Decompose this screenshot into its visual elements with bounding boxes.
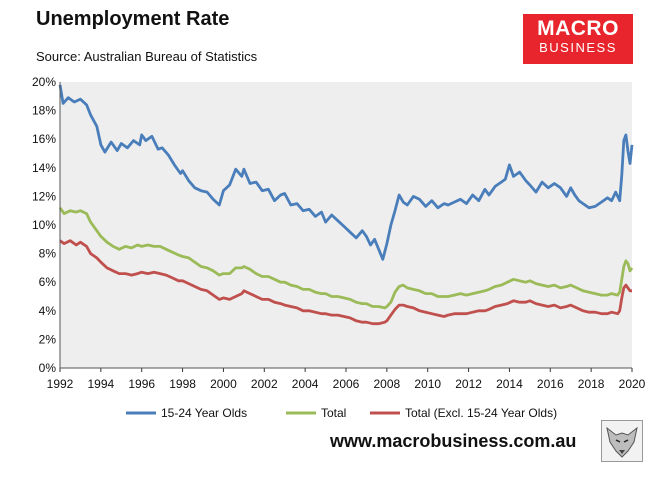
y-tick-label: 20% [32, 75, 56, 89]
y-tick-label: 18% [32, 104, 56, 118]
y-tick-label: 0% [39, 361, 57, 375]
y-tick-label: 12% [32, 189, 56, 203]
legend-item: 15-24 Year Olds [126, 406, 247, 420]
macrobusiness-logo: MACRO BUSINESS [523, 14, 633, 64]
x-tick-label: 2020 [619, 377, 646, 391]
legend-item: Total [286, 406, 346, 420]
x-tick-label: 2000 [210, 377, 237, 391]
logo-line1: MACRO [537, 17, 619, 40]
y-tick-label: 16% [32, 132, 56, 146]
y-tick-label: 2% [39, 332, 57, 346]
x-tick-label: 1996 [128, 377, 155, 391]
x-tick-label: 2016 [537, 377, 564, 391]
website-url: www.macrobusiness.com.au [330, 431, 577, 451]
y-tick-label: 14% [32, 161, 56, 175]
x-tick-label: 2008 [374, 377, 401, 391]
x-tick-label: 2006 [333, 377, 360, 391]
chart-title: Unemployment Rate [36, 8, 230, 30]
legend-label: Total (Excl. 15-24 Year Olds) [405, 406, 557, 420]
x-tick-label: 1998 [169, 377, 196, 391]
x-tick-label: 2010 [414, 377, 441, 391]
x-tick-label: 2014 [496, 377, 523, 391]
logo-line2: BUSINESS [539, 40, 617, 55]
x-tick-label: 2012 [455, 377, 482, 391]
legend-item: Total (Excl. 15-24 Year Olds) [370, 406, 557, 420]
x-tick-label: 1992 [47, 377, 74, 391]
series-line-3 [59, 239, 632, 326]
y-tick-label: 10% [32, 218, 56, 232]
chart-source: Source: Australian Bureau of Statistics [36, 49, 258, 64]
series-line-2 [58, 206, 634, 310]
x-tick-label: 2002 [251, 377, 278, 391]
legend-label: Total [321, 406, 346, 420]
series-line-1 [58, 84, 634, 261]
x-tick-label: 2004 [292, 377, 319, 391]
x-tick-label: 2018 [578, 377, 605, 391]
y-tick-label: 6% [39, 275, 57, 289]
fox-icon [601, 420, 643, 462]
y-tick-label: 4% [39, 304, 57, 318]
x-tick-label: 1994 [88, 377, 115, 391]
legend-label: 15-24 Year Olds [161, 406, 247, 420]
y-tick-label: 8% [39, 247, 57, 261]
plot-area [60, 82, 632, 368]
